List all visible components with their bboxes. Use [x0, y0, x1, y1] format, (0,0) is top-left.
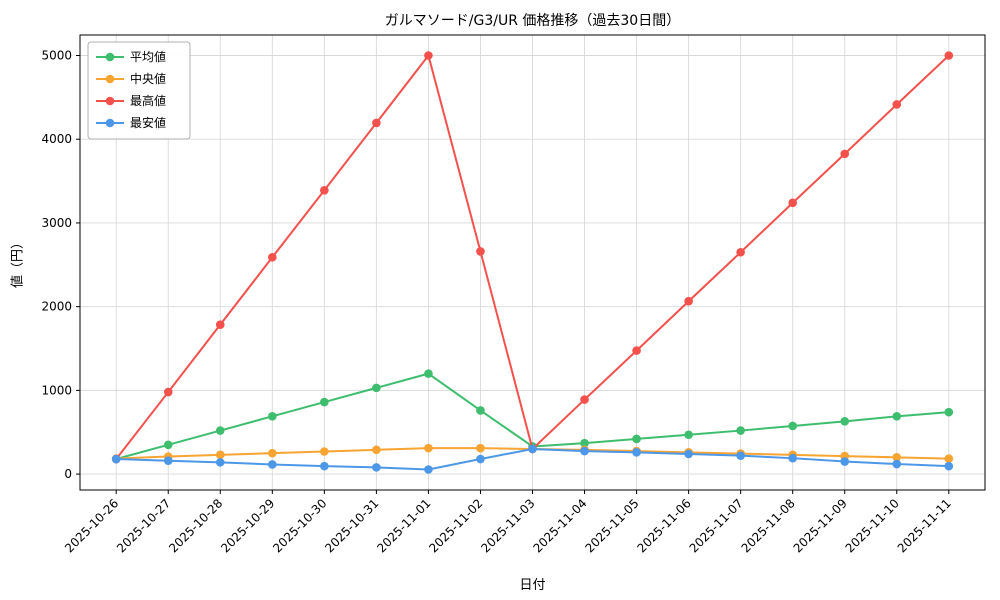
x-tick-label: 2025-10-26 [62, 496, 121, 555]
series-marker-0 [580, 438, 589, 448]
series-marker-3 [944, 461, 954, 471]
y-tick-label: 4000 [41, 132, 72, 146]
series-marker-3 [372, 463, 381, 472]
series-marker-0 [163, 440, 173, 450]
series-marker-3 [215, 458, 225, 467]
series-marker-3 [840, 457, 850, 466]
series-marker-3 [320, 461, 329, 471]
x-tick-label: 2025-11-07 [687, 496, 746, 555]
series-marker-1 [424, 443, 433, 453]
series-marker-1 [215, 450, 225, 460]
legend-label: 平均値 [130, 49, 166, 64]
series-marker-2 [215, 320, 225, 329]
x-tick-label: 2025-11-01 [374, 496, 433, 555]
series-marker-1 [372, 445, 381, 455]
x-tick-label: 2025-10-31 [322, 496, 381, 555]
y-tick-label: 0 [64, 467, 72, 481]
legend-label: 最安値 [130, 115, 166, 130]
x-tick-label: 2025-10-29 [218, 496, 277, 555]
series-marker-2 [163, 387, 173, 397]
series-marker-3 [111, 454, 121, 464]
series-marker-2 [372, 118, 381, 128]
legend-marker [105, 118, 115, 128]
series-marker-0 [476, 406, 485, 415]
series-marker-2 [632, 346, 641, 355]
series-marker-3 [736, 451, 745, 460]
series-marker-0 [736, 426, 745, 435]
legend-marker [105, 96, 115, 106]
series-marker-0 [320, 397, 329, 407]
series-marker-0 [372, 383, 381, 393]
series-marker-0 [892, 412, 902, 421]
x-tick-label: 2025-11-09 [791, 496, 850, 555]
series-marker-3 [632, 448, 641, 457]
series-marker-2 [788, 198, 797, 208]
legend-label: 中央値 [130, 71, 166, 86]
series-marker-1 [320, 447, 329, 456]
series-marker-0 [684, 430, 693, 440]
y-tick-label: 2000 [41, 300, 72, 314]
series-marker-2 [320, 185, 329, 195]
x-tick-label: 2025-11-06 [635, 496, 694, 555]
chart-title: ガルマソード/G3/UR 価格推移（過去30日間） [384, 13, 681, 29]
series-marker-2 [684, 296, 693, 306]
x-tick-label: 2025-10-30 [270, 496, 329, 555]
series-marker-3 [580, 446, 589, 456]
series-marker-1 [268, 448, 277, 458]
x-tick-label: 2025-10-27 [114, 496, 173, 555]
series-marker-3 [163, 456, 173, 465]
series-marker-2 [424, 51, 433, 60]
series-marker-0 [944, 407, 954, 417]
legend-marker [105, 52, 115, 62]
series-marker-1 [892, 453, 902, 462]
series-marker-0 [215, 426, 225, 435]
series-marker-1 [944, 454, 954, 463]
legend-marker [105, 74, 115, 84]
series-marker-3 [788, 453, 797, 463]
plot-border [79, 34, 986, 491]
series-marker-2 [476, 247, 485, 256]
series-marker-0 [424, 369, 433, 378]
series-marker-0 [268, 412, 277, 421]
x-tick-label: 2025-10-28 [166, 496, 225, 555]
series-marker-3 [892, 459, 902, 469]
series-marker-0 [840, 417, 850, 426]
y-tick-label: 5000 [41, 49, 72, 63]
series-marker-2 [268, 252, 277, 262]
x-axis-label: 日付 [519, 578, 546, 593]
legend [87, 41, 191, 140]
series-marker-0 [632, 434, 641, 444]
series-marker-3 [476, 454, 485, 464]
series-marker-2 [944, 51, 954, 60]
x-tick-label: 2025-11-05 [582, 496, 641, 555]
series-marker-2 [840, 149, 850, 159]
x-tick-label: 2025-11-11 [895, 496, 954, 555]
series-marker-2 [892, 100, 902, 109]
x-tick-label: 2025-11-08 [739, 496, 798, 555]
y-tick-label: 1000 [41, 383, 72, 397]
series-marker-1 [476, 443, 485, 453]
x-tick-label: 2025-11-03 [478, 496, 537, 555]
x-tick-label: 2025-11-04 [530, 496, 589, 555]
legend-label: 最高値 [130, 93, 166, 108]
series-marker-3 [528, 444, 537, 454]
series-marker-3 [268, 460, 277, 469]
series-marker-2 [580, 395, 589, 404]
x-tick-label: 2025-11-10 [843, 496, 902, 555]
x-tick-label: 2025-11-02 [426, 496, 485, 555]
series-marker-3 [424, 465, 433, 474]
series-marker-0 [788, 421, 797, 431]
y-tick-label: 3000 [41, 216, 72, 230]
series-marker-3 [684, 449, 693, 459]
series-marker-2 [736, 247, 745, 257]
